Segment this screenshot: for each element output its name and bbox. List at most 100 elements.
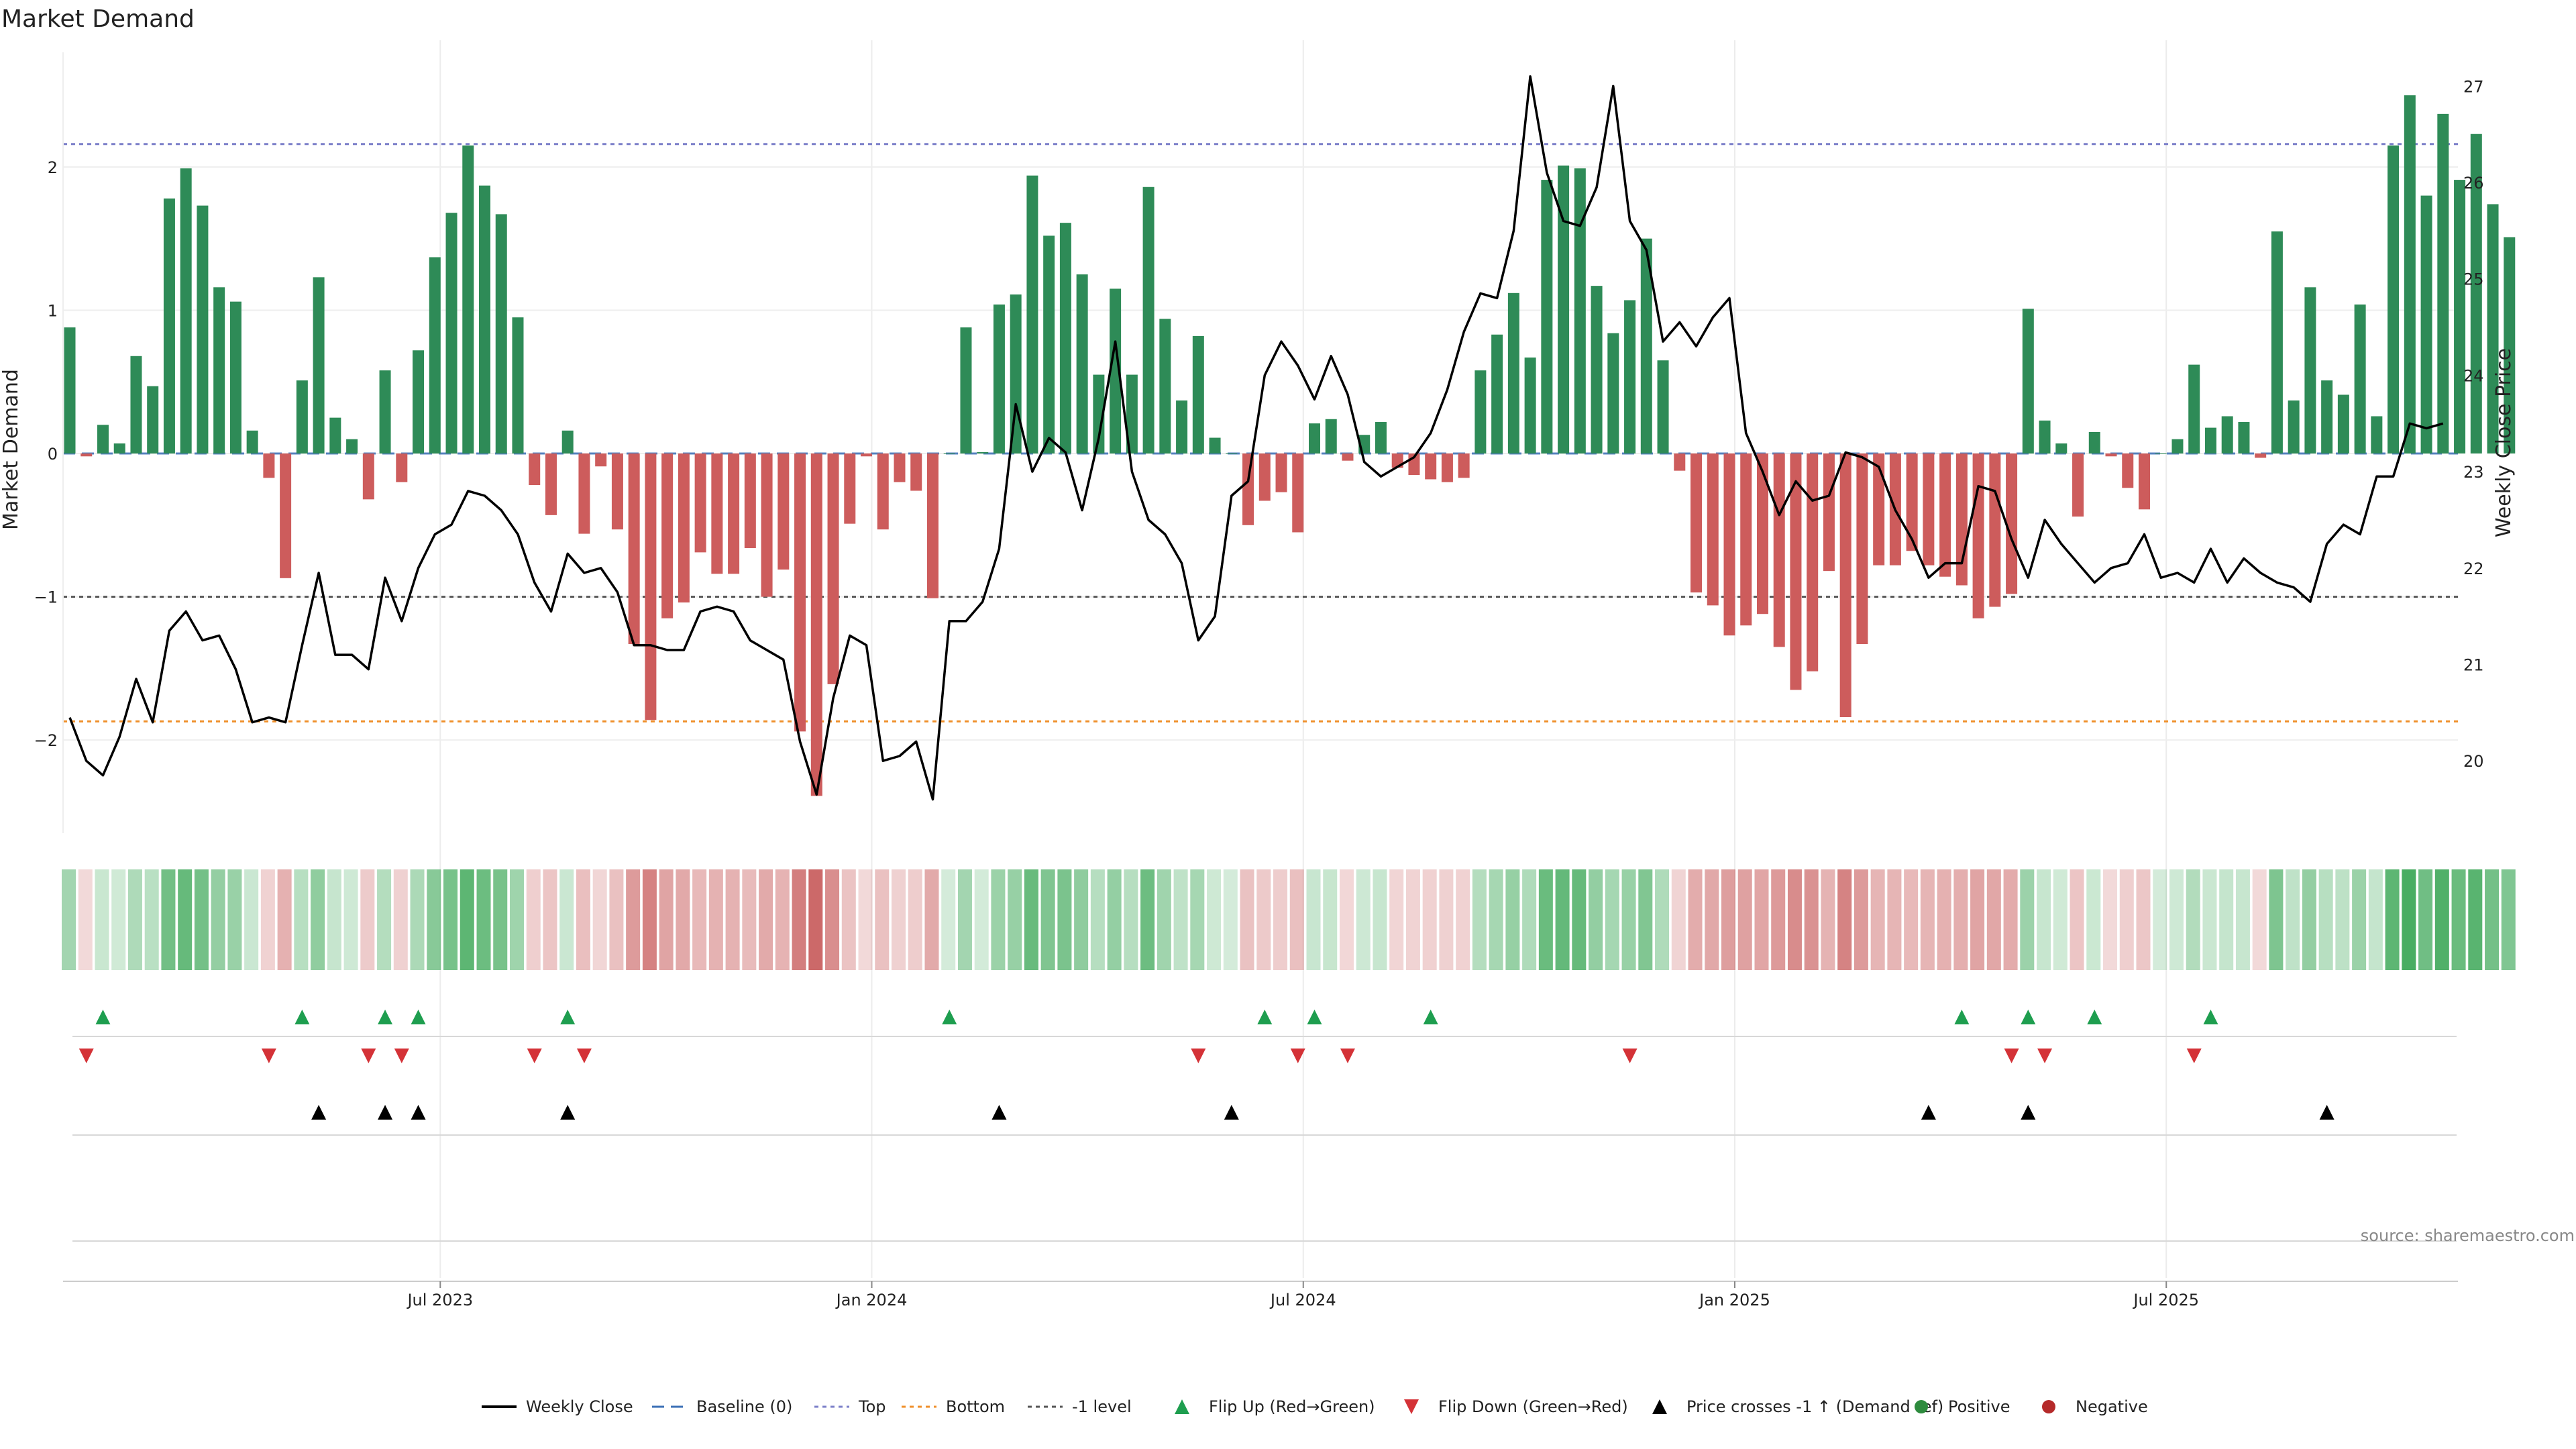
y2-tick-label: 25 (2463, 270, 2484, 289)
heat-cell (393, 869, 408, 970)
demand-bar (1375, 422, 1387, 454)
flip-down-marker (576, 1049, 592, 1063)
heat-cell (1787, 869, 1802, 970)
heat-cell (2037, 869, 2051, 970)
heat-cell (908, 869, 922, 970)
heat-cell (1124, 869, 1138, 970)
legend-label: Negative (2076, 1397, 2148, 1416)
demand-bar (1707, 453, 1719, 606)
heat-cell (2153, 869, 2167, 970)
demand-bar (2387, 145, 2400, 454)
source-note: source: sharemaestro.com (2361, 1226, 2575, 1245)
demand-bar (1059, 223, 1071, 454)
y-tick-label: −2 (34, 731, 58, 750)
demand-bar (1258, 453, 1271, 501)
demand-bar (894, 453, 906, 482)
heat-cell (311, 869, 325, 970)
demand-bar (2105, 453, 2117, 457)
demand-bar (1524, 357, 1536, 454)
demand-bar (1558, 165, 1570, 454)
demand-bar (1906, 453, 1918, 551)
heat-cell (1754, 869, 1769, 970)
heat-cell (244, 869, 259, 970)
flip-down-marker (1191, 1049, 1206, 1063)
heat-cell (759, 869, 773, 970)
demand-bar (1674, 453, 1686, 471)
heat-cell (2235, 869, 2250, 970)
demand-bar (943, 453, 955, 455)
demand-bar (445, 213, 458, 454)
heat-cell (2434, 869, 2449, 970)
heat-cell (443, 869, 458, 970)
heat-cell (1173, 869, 1188, 970)
demand-bar (2022, 309, 2034, 454)
heat-cell (227, 869, 242, 970)
heat-cell (642, 869, 657, 970)
heat-cell (2020, 869, 2035, 970)
demand-bar (379, 370, 391, 454)
demand-bar (462, 145, 474, 454)
heat-cell (2385, 869, 2400, 970)
heat-cell (1074, 869, 1089, 970)
heat-cell (2070, 869, 2084, 970)
demand-bar (1176, 400, 1188, 454)
heat-cell (825, 869, 840, 970)
demand-bar (744, 453, 756, 548)
flip-up-marker (2203, 1010, 2218, 1024)
legend: Weekly Close Baseline (0) Top Bottom -1 leve… (482, 1397, 2148, 1416)
heat-cell (1456, 869, 1470, 970)
demand-bar (229, 301, 241, 454)
heat-cell (1821, 869, 1835, 970)
demand-bar (1474, 370, 1487, 454)
demand-bar (362, 453, 374, 500)
legend-label: Weekly Close (526, 1397, 633, 1416)
flip-down-marker (2186, 1049, 2202, 1063)
demand-bar (2470, 133, 2482, 454)
demand-bar (2404, 95, 2416, 454)
price-line-layer (68, 75, 2444, 801)
y2-tick-label: 27 (2463, 77, 2484, 96)
heat-cell (2169, 869, 2184, 970)
x-tick-label: Jan 2025 (1698, 1291, 1770, 1309)
demand-bar (1142, 186, 1155, 454)
y-tick-label: 1 (48, 301, 58, 320)
demand-bar (1939, 453, 1951, 577)
demand-bar (1126, 374, 1138, 454)
heat-cell (626, 869, 641, 970)
heat-cell (2418, 869, 2433, 970)
heat-cell (559, 869, 574, 970)
demand-bar (595, 453, 607, 467)
heat-cell (2335, 869, 2350, 970)
demand-bar (661, 453, 674, 619)
demand-bar (628, 453, 640, 645)
heat-cell (1837, 869, 1852, 970)
heat-cell (1040, 869, 1055, 970)
demand-heat-strip (62, 869, 2516, 970)
demand-bar (180, 168, 192, 454)
flip-down-marker (361, 1049, 376, 1063)
heat-cell (725, 869, 740, 970)
heat-cell (2186, 869, 2200, 970)
demand-bar (1491, 334, 1503, 454)
heat-cell (792, 869, 806, 970)
demand-bar (1441, 453, 1453, 482)
demand-bar (1458, 453, 1470, 478)
demand-bar (1292, 453, 1304, 533)
heat-cell (692, 869, 707, 970)
demand-bar (1690, 453, 1703, 593)
heat-cell (127, 869, 142, 970)
flip-up-marker (1423, 1010, 1438, 1024)
flip-up-marker (378, 1010, 393, 1024)
heat-cell (460, 869, 474, 970)
demand-bar (2304, 287, 2316, 454)
y2-tick-label: 24 (2463, 366, 2484, 385)
price-cross-marker (1224, 1105, 1239, 1120)
demand-bar (80, 453, 93, 457)
heat-cell (1920, 869, 1935, 970)
heat-cell (708, 869, 723, 970)
demand-bar (1226, 453, 1238, 455)
heat-cell (1489, 869, 1503, 970)
heat-cell (2003, 869, 2018, 970)
demand-bar (512, 317, 524, 454)
